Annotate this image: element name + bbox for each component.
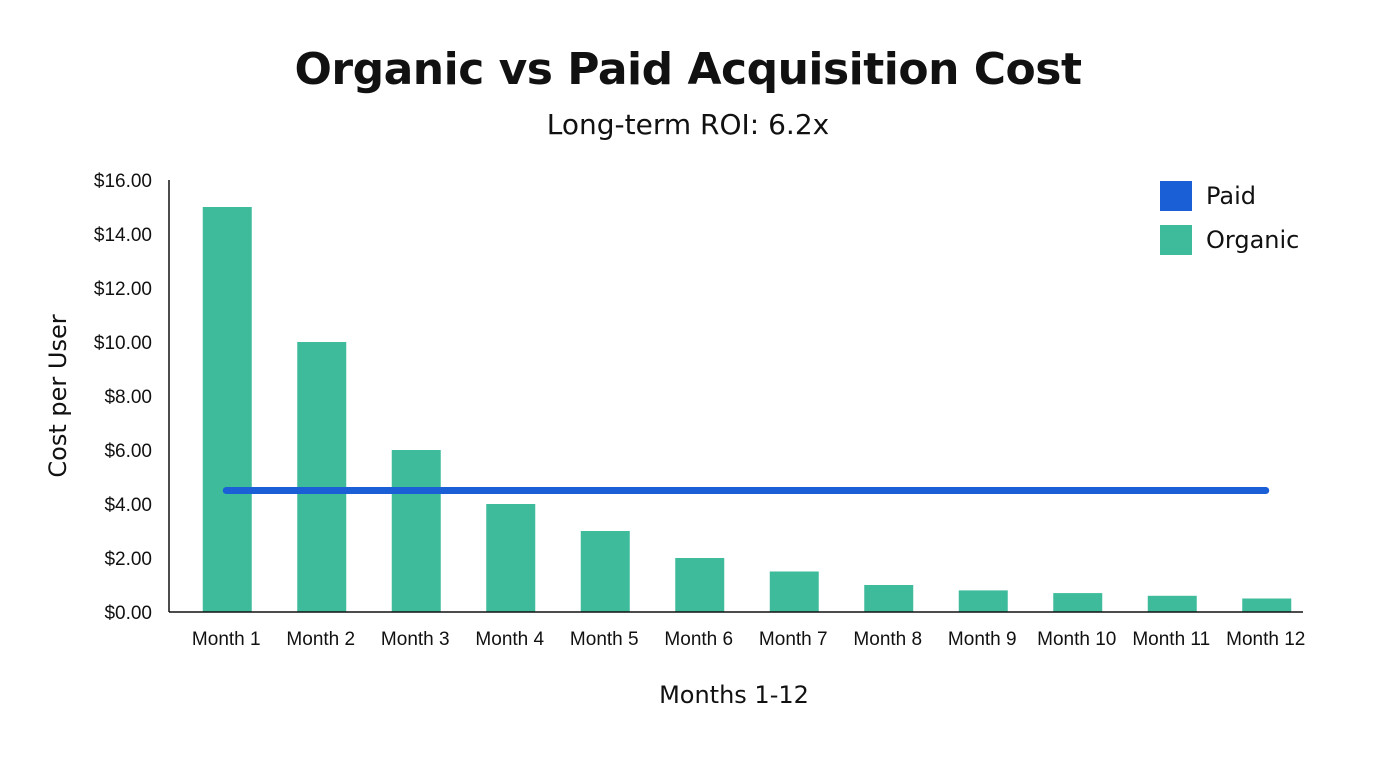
x-tick-label: Month 11 — [1132, 629, 1210, 650]
organic-bar — [486, 504, 536, 612]
x-tick-label: Month 10 — [1037, 629, 1116, 650]
x-tick-label: Month 1 — [192, 629, 261, 650]
y-tick-label: $2.00 — [104, 549, 152, 570]
legend-label: Organic — [1206, 226, 1300, 254]
x-axis-label: Months 1-12 — [659, 681, 809, 709]
legend-label: Paid — [1206, 182, 1257, 210]
y-tick-label: $10.00 — [94, 333, 152, 354]
x-tick-label: Month 3 — [381, 629, 450, 650]
chart-subtitle: Long-term ROI: 6.2x — [546, 108, 830, 141]
x-tick-label: Month 2 — [286, 629, 355, 650]
x-tick-label: Month 4 — [475, 629, 544, 650]
x-tick-label: Month 12 — [1226, 629, 1305, 650]
x-tick-label: Month 5 — [570, 629, 639, 650]
chart-title: Organic vs Paid Acquisition Cost — [294, 44, 1082, 95]
organic-bar — [958, 590, 1008, 612]
organic-bar — [202, 207, 252, 612]
organic-bar — [297, 342, 347, 612]
y-tick-label: $12.00 — [94, 279, 152, 300]
paid-swatch-icon — [1160, 181, 1192, 211]
organic-bar — [1147, 595, 1197, 612]
legend: Paid Organic — [1160, 174, 1299, 262]
organic-bar — [769, 571, 819, 612]
legend-item-organic: Organic — [1160, 218, 1299, 262]
organic-bar — [1053, 593, 1103, 612]
legend-item-paid: Paid — [1160, 174, 1299, 218]
organic-bar — [1242, 598, 1292, 612]
y-tick-label: $6.00 — [104, 441, 152, 462]
x-tick-label: Month 7 — [759, 629, 828, 650]
y-tick-label: $0.00 — [104, 603, 152, 624]
y-tick-label: $8.00 — [104, 387, 152, 408]
y-axis-label: Cost per User — [44, 314, 72, 477]
organic-swatch-icon — [1160, 225, 1192, 255]
organic-bar — [675, 558, 725, 612]
x-tick-label: Month 6 — [664, 629, 733, 650]
y-tick-label: $4.00 — [104, 495, 152, 516]
organic-bar — [391, 450, 441, 612]
organic-bar — [580, 531, 630, 612]
y-tick-label: $16.00 — [94, 171, 152, 192]
x-tick-label: Month 8 — [853, 629, 922, 650]
y-tick-label: $14.00 — [94, 225, 152, 246]
organic-bar — [864, 585, 914, 612]
x-tick-label: Month 9 — [948, 629, 1017, 650]
